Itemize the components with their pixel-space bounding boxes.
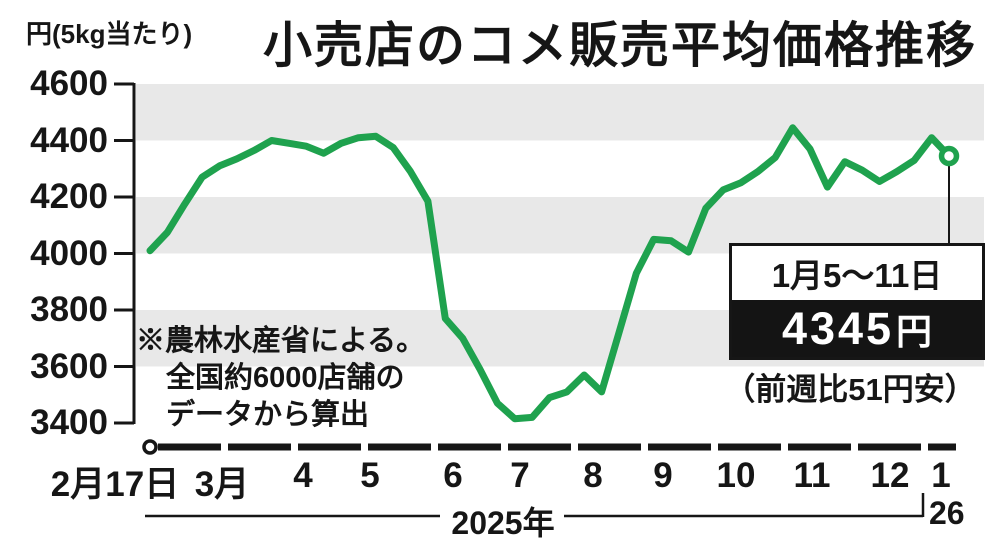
source-note-line1: ※農林水産省による。: [136, 325, 426, 357]
y-axis-tick-label: 4400: [30, 120, 108, 160]
x-axis-start-circle-marker: [142, 439, 158, 455]
callout-price-unit: 円: [896, 310, 933, 352]
y-axis-tick-label: 4000: [30, 233, 108, 273]
y-axis-tick-label: 4600: [30, 64, 108, 103]
x-axis-year-26-label: 26: [929, 495, 965, 531]
x-axis-month-label: 11: [793, 456, 831, 495]
x-axis-month-label: 5: [360, 456, 380, 495]
source-note-line2: 全国約6000店舗の: [166, 362, 405, 394]
x-axis-month-label: 6: [443, 456, 463, 495]
x-axis-month-label: 8: [583, 456, 603, 495]
x-axis-month-label: 1: [931, 456, 951, 495]
latest-price-callout: 1月5～11日 4345 円: [729, 243, 985, 360]
plot-gray-band: [136, 84, 984, 141]
y-axis-tick-label: 3400: [30, 403, 108, 442]
x-axis-month-label: 12: [870, 456, 910, 495]
y-axis-tick-label: 3800: [30, 290, 108, 329]
x-axis-month-label: 2月17日: [50, 465, 180, 504]
source-note: ※農林水産省による。 全国約6000店舗の データから算出: [136, 323, 425, 434]
price-line-series: [146, 124, 953, 423]
x-axis-month-label: 4: [293, 456, 313, 495]
chart-title: 小売店のコメ販売平均価格推移: [262, 19, 977, 73]
callout-week-change-note: （前週比51円安）: [724, 372, 976, 407]
callout-price-value: 4345: [781, 302, 895, 354]
y-axis-tick-label: 3600: [30, 346, 108, 386]
x-axis-month-label: 9: [653, 456, 673, 495]
x-axis-month-label: 10: [716, 456, 756, 495]
callout-price: 4345 円: [732, 300, 982, 357]
last-point-open-circle-marker: [938, 145, 960, 167]
y-axis-tick-label: 4200: [30, 177, 108, 216]
x-axis-month-label: 7: [510, 456, 530, 495]
x-axis-month-label: 3月: [194, 465, 250, 504]
callout-period-label: 1月5～11日: [732, 246, 982, 300]
y-axis-unit-label: 円(5kg当たり): [26, 19, 193, 49]
x-axis-year-2025-label: 2025年: [451, 505, 555, 541]
source-note-line3: データから算出: [166, 399, 370, 431]
